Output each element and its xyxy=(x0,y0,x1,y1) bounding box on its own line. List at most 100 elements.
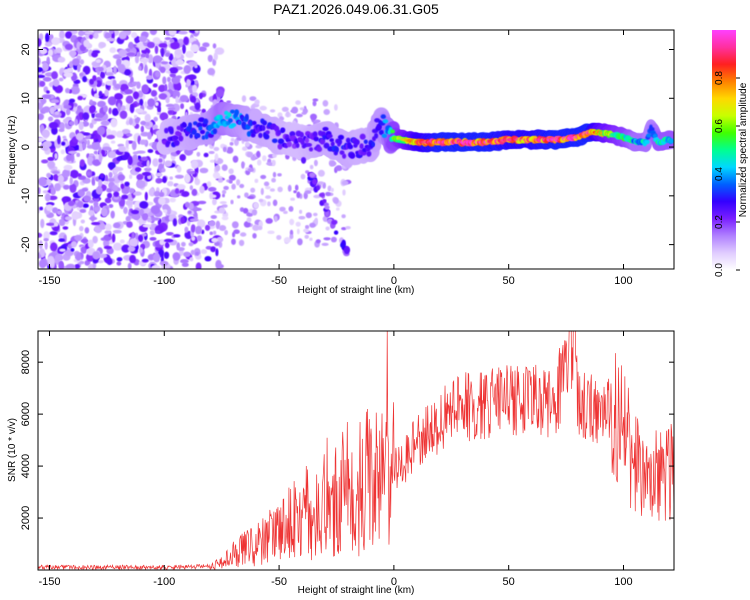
spectrogram-noise-cell xyxy=(249,96,257,101)
spectrogram-noise-cell xyxy=(244,192,249,198)
spectrogram-noise-cell xyxy=(68,200,75,207)
spectrogram-noise-cell xyxy=(73,107,77,112)
spectrogram-ridge-cell xyxy=(271,138,278,144)
spectrogram-noise-cell xyxy=(61,141,66,146)
spectrogram-noise-cell xyxy=(65,87,70,94)
spectrogram-noise-cell xyxy=(269,109,276,113)
spectrogram-noise-cell xyxy=(204,224,211,231)
spectrogram-ridge-cell xyxy=(322,126,329,132)
spectrogram-noise-cell xyxy=(100,120,110,126)
spectrogram-noise-cell xyxy=(125,139,129,149)
spectrogram-ridge-cell xyxy=(261,120,268,126)
spectrogram-noise-cell xyxy=(69,50,77,57)
spectrogram-noise-cell xyxy=(104,32,112,40)
spectrogram-noise-cell xyxy=(183,36,190,46)
spectrogram-noise-cell xyxy=(47,255,55,266)
spectrogram-noise-cell xyxy=(86,171,92,176)
spectrogram-noise-cell xyxy=(77,200,84,208)
spectrogram-noise-cell xyxy=(186,78,192,86)
spectrogram-ridge-cell xyxy=(359,143,364,150)
spectrogram-noise-cell xyxy=(185,50,194,59)
spectrogram-noise-cell xyxy=(172,252,181,261)
spectrogram-noise-cell xyxy=(155,70,161,78)
spectrogram-noise-cell xyxy=(196,151,201,157)
spectrogram-noise-cell xyxy=(267,230,275,235)
spectrogram-noise-cell xyxy=(153,190,161,197)
spectrogram-noise-cell xyxy=(196,235,202,242)
spectrogram-noise-cell xyxy=(104,89,109,97)
spectrogram-noise-cell xyxy=(140,156,148,161)
spectrogram-noise-cell xyxy=(343,246,351,255)
spectrogram-noise-cell xyxy=(46,172,51,178)
spectrogram-noise-cell xyxy=(176,247,185,251)
spectrogram-noise-cell xyxy=(180,259,189,264)
spectrogram-noise-cell xyxy=(110,210,115,219)
spectrogram-noise-cell xyxy=(163,251,170,259)
spectrogram-ridge-cell xyxy=(265,130,270,135)
spectrogram-noise-cell xyxy=(82,76,87,83)
spectrogram-noise-cell xyxy=(42,106,51,113)
spectrogram-noise-cell xyxy=(104,197,112,204)
spectrogram-noise-cell xyxy=(288,206,294,212)
spectrogram-noise-cell xyxy=(129,104,135,114)
spectrogram-noise-cell xyxy=(118,31,127,40)
spectrogram-noise-cell xyxy=(149,230,155,236)
snr-xtick-label: 50 xyxy=(503,576,515,588)
spectrogram-noise-cell xyxy=(152,83,158,88)
snr-ytick-label: 8000 xyxy=(20,350,32,374)
spectrogram-noise-cell xyxy=(241,95,247,103)
spectrogram-ridge-cell xyxy=(337,134,345,140)
spectrogram-noise-cell xyxy=(40,98,47,104)
spectrogram-noise-cell xyxy=(76,63,81,73)
spectrogram-noise-cell xyxy=(317,181,324,186)
spectrogram-ridge-cell xyxy=(249,120,254,127)
spectrogram-ridge-cell xyxy=(382,119,389,124)
spectrogram-noise-cell xyxy=(151,217,160,221)
spectrogram-noise-cell xyxy=(127,262,132,269)
spectrogram-noise-cell xyxy=(263,181,270,187)
spectrogram-noise-cell xyxy=(168,30,177,36)
snr-xtick-label: -100 xyxy=(153,576,175,588)
spectrogram-y-axis-label: Frequency (Hz) xyxy=(7,116,18,185)
spectrogram-noise-cell xyxy=(88,210,95,216)
spectrogram-ridge-cell xyxy=(230,109,235,114)
spectrogram-noise-cell xyxy=(150,90,158,97)
spectrogram-noise-cell xyxy=(134,36,141,44)
spectrogram-noise-cell xyxy=(107,162,116,169)
spectrogram-noise-cell xyxy=(113,222,121,229)
spectrogram-noise-cell xyxy=(91,51,98,58)
spectrogram-noise-cell xyxy=(158,158,163,163)
spectrogram-noise-cell xyxy=(97,260,104,264)
spectrogram-noise-cell xyxy=(246,196,255,199)
spectrogram-noise-cell xyxy=(152,158,159,167)
snr-xtick-label: -50 xyxy=(271,576,287,588)
spectrogram-noise-cell xyxy=(149,30,157,36)
spectrogram-noise-cell xyxy=(66,154,72,162)
spectrogram-noise-cell xyxy=(165,103,175,108)
spectrogram-noise-cell xyxy=(272,199,278,207)
spectrogram-noise-cell xyxy=(96,126,106,136)
spectrogram-noise-cell xyxy=(287,184,292,192)
spectrogram-noise-cell xyxy=(310,113,317,121)
spectrogram-noise-cell xyxy=(253,202,259,209)
spectrogram-noise-cell xyxy=(123,206,128,215)
spectrogram-noise-cell xyxy=(107,192,113,199)
spectrogram-noise-cell xyxy=(229,141,234,146)
spectrogram-ridge-cell xyxy=(198,126,203,131)
spectrogram-noise-cell xyxy=(194,102,201,111)
spectrogram-noise-cell xyxy=(174,48,183,56)
spectrogram-noise-cell xyxy=(59,248,66,252)
spectrogram-noise-cell xyxy=(213,52,218,61)
spectrogram-ridge-cell xyxy=(304,137,310,144)
spectrogram-noise-cell xyxy=(200,249,208,255)
spectrogram-noise-cell xyxy=(116,257,123,262)
snr-ytick-label: 6000 xyxy=(20,402,32,426)
spectrogram-noise-cell xyxy=(300,173,306,180)
spectrogram-noise-cell xyxy=(214,241,220,247)
spectrogram-noise-cell xyxy=(95,59,102,64)
snr-series-line xyxy=(38,331,674,570)
spectrogram-noise-cell xyxy=(219,201,227,205)
snr-y-axis-label: SNR (10 * v/v) xyxy=(7,418,18,482)
spectrogram-noise-cell xyxy=(150,205,161,215)
spectrogram-noise-cell xyxy=(111,233,116,243)
